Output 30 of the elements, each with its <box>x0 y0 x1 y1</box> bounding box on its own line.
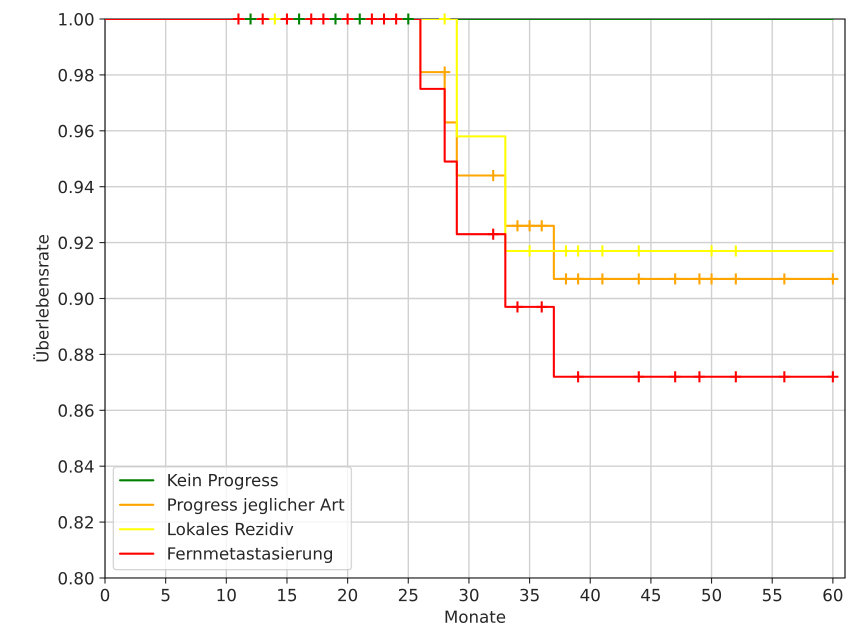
x-tick-label: 5 <box>162 588 170 602</box>
x-tick-label: 50 <box>702 588 722 602</box>
legend-label: Fernmetastasierung <box>168 546 332 563</box>
y-tick-label: 0.94 <box>58 180 94 194</box>
x-tick-label: 60 <box>823 588 842 602</box>
y-axis-title: Überlebensrate <box>33 235 49 362</box>
x-tick-label: 25 <box>398 588 418 602</box>
x-tick-label: 30 <box>460 588 478 602</box>
y-tick-label: 0.80 <box>58 572 94 585</box>
x-tick-label: 10 <box>218 588 236 602</box>
x-tick-label: 15 <box>278 588 296 602</box>
y-tick-label: 0.88 <box>58 348 94 361</box>
x-tick-label: 35 <box>520 588 539 602</box>
legend-label: Kein Progress <box>168 473 278 490</box>
x-axis-title: Monate <box>446 610 506 624</box>
y-tick-label: 0.82 <box>58 516 93 529</box>
x-tick-label: 0 <box>100 588 110 602</box>
x-tick-label: 45 <box>641 588 660 602</box>
y-tick-label: 0.90 <box>58 292 94 306</box>
x-tick-label: 40 <box>580 588 600 602</box>
x-tick-label: 55 <box>762 588 782 602</box>
legend-label: Progress jeglicher Art <box>168 498 344 514</box>
y-tick-label: 0.92 <box>58 236 93 250</box>
legend-label: Lokales Rezidiv <box>168 522 294 536</box>
y-tick-label: 0.96 <box>58 124 94 138</box>
y-tick-label: 1.00 <box>59 12 94 26</box>
y-tick-label: 0.86 <box>58 404 94 417</box>
y-tick-label: 0.84 <box>58 460 94 473</box>
x-tick-label: 20 <box>338 588 358 602</box>
y-tick-label: 0.98 <box>58 68 94 82</box>
